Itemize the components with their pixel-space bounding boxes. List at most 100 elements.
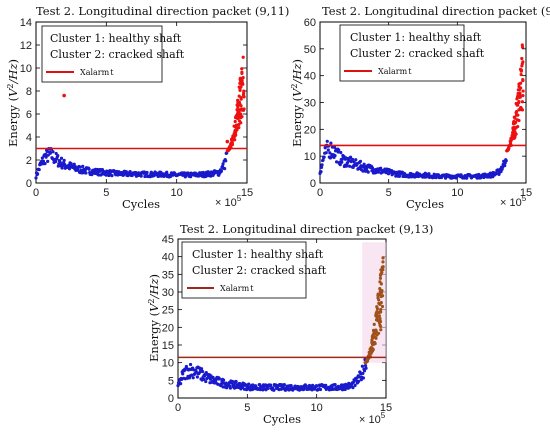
chart-3-legend: Cluster 1: healthy shaft Cluster 2: crac… [181, 241, 327, 299]
healthy-point [201, 369, 205, 374]
cracked-point [381, 256, 385, 260]
y-tick-label: 45 [162, 234, 174, 246]
x-tick-label: 5 [103, 187, 109, 199]
x-tick-label: 10 [171, 187, 183, 199]
healthy-point [366, 170, 370, 174]
y-tick-label: 15 [162, 340, 174, 352]
y-tick-label: 40 [304, 71, 316, 83]
healthy-point [230, 379, 235, 384]
chart-1-legend-cracked: Cluster 2: cracked shaft [50, 48, 185, 61]
healthy-point [339, 150, 343, 155]
healthy-point [221, 162, 225, 166]
cracked-point [241, 75, 245, 80]
chart-3-ylabel: Energy (V2/Hz) [147, 274, 161, 362]
cracked-point [374, 330, 378, 334]
chart-1-points [34, 55, 246, 180]
healthy-point [59, 156, 64, 160]
y-tick-label: 10 [162, 358, 174, 370]
cracked-point [377, 301, 381, 306]
chart-2-legend-threshold: Xalarmt [378, 67, 412, 76]
healthy-point [379, 166, 383, 170]
healthy-point [217, 377, 221, 381]
healthy-point [361, 371, 365, 376]
healthy-point [43, 162, 47, 166]
chart-1-ylabel: Energy (V2/Hz) [6, 59, 20, 147]
chart-2-points [318, 43, 525, 180]
cracked-point [240, 67, 244, 71]
x-tick-label: 10 [311, 402, 323, 414]
chart-3-title: Test 2. Longitudinal direction packet (9… [180, 222, 433, 236]
healthy-point [189, 175, 193, 179]
healthy-point [503, 164, 507, 168]
healthy-point [224, 159, 228, 163]
cracked-point [376, 331, 381, 335]
cracked-point [233, 129, 237, 133]
cracked-point [241, 55, 245, 59]
x-tick-label: 0 [175, 402, 181, 414]
cracked-point [232, 132, 236, 136]
healthy-point [397, 174, 401, 179]
healthy-point [139, 174, 143, 178]
y-tick-label: 0 [168, 393, 174, 405]
cracked-point [517, 108, 521, 112]
cracked-point [373, 342, 377, 346]
y-tick-label: 14 [20, 17, 32, 29]
healthy-point [223, 167, 227, 171]
cracked-point [377, 298, 381, 302]
chart-3-legend-healthy: Cluster 1: healthy shaft [192, 248, 324, 261]
cracked-point [510, 137, 514, 141]
cracked-point [370, 342, 375, 347]
cracked-point [520, 43, 524, 47]
y-tick-label: 10 [20, 63, 32, 75]
chart-1-legend: Cluster 1: healthy shaft Cluster 2: crac… [41, 25, 185, 83]
healthy-point [326, 148, 330, 152]
healthy-point [494, 171, 498, 176]
cracked-point [236, 107, 240, 112]
chart-2-ylabel: Energy (V2/Hz) [290, 59, 304, 147]
healthy-point [282, 383, 286, 387]
y-tick-label: 2 [26, 155, 32, 167]
cracked-point [371, 333, 375, 337]
cracked-point [237, 85, 241, 89]
cracked-point [511, 127, 515, 131]
cracked-point [371, 328, 376, 332]
healthy-point [335, 160, 339, 164]
chart-1: Test 2. Longitudinal direction packet (9… [6, 4, 289, 211]
cracked-point [370, 348, 375, 352]
cracked-point [506, 147, 510, 151]
healthy-point [54, 159, 58, 164]
cracked-point [375, 305, 379, 309]
cracked-point [518, 67, 523, 72]
healthy-point [353, 383, 357, 388]
chart-1-xlabel: Cycles [122, 197, 160, 211]
cracked-point [369, 345, 373, 350]
cracked-point [375, 317, 379, 322]
chart-3-x-multiplier: × 105 [359, 411, 386, 426]
healthy-point [195, 375, 199, 379]
healthy-point [304, 384, 308, 388]
cracked-point [516, 125, 520, 129]
chart-3: Test 2. Longitudinal direction packet (9… [147, 222, 433, 426]
cracked-point [380, 304, 385, 309]
chart-3-points [176, 256, 385, 392]
healthy-point [340, 160, 344, 164]
cracked-point [379, 328, 383, 332]
healthy-point [333, 382, 337, 387]
healthy-point [357, 375, 361, 379]
y-tick-label: 35 [162, 269, 174, 281]
cracked-point [378, 276, 383, 280]
healthy-point [48, 151, 52, 155]
healthy-point [219, 169, 224, 173]
y-tick-label: 4 [26, 132, 32, 144]
healthy-point [325, 139, 329, 143]
cracked-point [379, 307, 383, 312]
cracked-point [240, 70, 244, 74]
healthy-point [269, 383, 273, 387]
cracked-point [237, 122, 241, 127]
healthy-point [318, 387, 323, 392]
y-tick-label: 10 [304, 151, 316, 163]
healthy-point [202, 377, 206, 381]
healthy-point [43, 152, 48, 156]
cracked-point [515, 118, 519, 122]
cracked-point [517, 82, 521, 86]
